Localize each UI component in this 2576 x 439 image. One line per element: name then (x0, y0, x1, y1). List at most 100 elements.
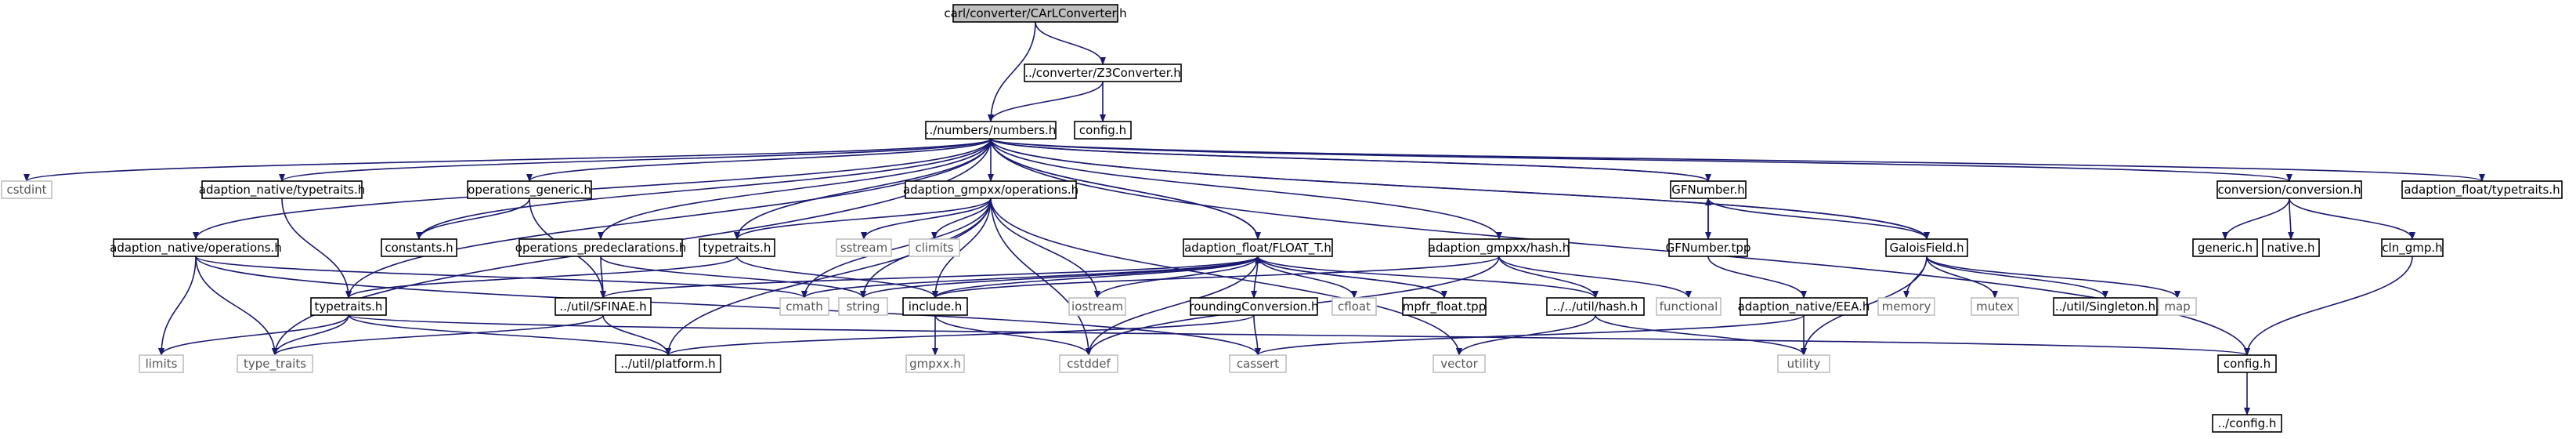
edge-line (23, 138, 992, 182)
node-label: cstddef (1067, 357, 1111, 371)
edge-numbers-to-constants (416, 138, 992, 240)
node-config-top[interactable]: config.h (1074, 121, 1132, 140)
node-box (2217, 354, 2277, 373)
node-gfnumber-tpp[interactable]: GFNumber.tpp (1666, 238, 1751, 257)
node-label: GaloisField.h (1889, 241, 1964, 255)
node-conv-conversion[interactable]: conversion/conversion.h (2217, 180, 2362, 199)
edge-galoisfield-to-numbers (988, 138, 1927, 240)
node-box (905, 354, 965, 373)
edge-line (1707, 198, 1930, 240)
node-label: cfloat (1338, 299, 1371, 314)
node-galoisfield[interactable]: GaloisField.h (1885, 238, 1968, 257)
edge-numbers-to-cstdint (23, 138, 992, 182)
node-limits: limits (139, 354, 184, 373)
edge-line (348, 314, 671, 356)
node-label: roundingConversion.h (1189, 299, 1318, 314)
node-label: config.h (1079, 123, 1126, 137)
node-gfnumber[interactable]: GFNumber.h (1670, 180, 1747, 199)
edge-numbers-to-typetraits_low (345, 138, 992, 299)
node-config-bottom[interactable]: ../config.h (2212, 414, 2282, 433)
node-cln-gmp[interactable]: cln_gmp.h (2381, 238, 2444, 257)
node-include[interactable]: include.h (902, 297, 968, 316)
node-label: adaption_native/operations.h (110, 241, 282, 256)
edge-numbers-to-ops_predecl (598, 138, 992, 240)
edge-line (990, 138, 2485, 182)
edge-float_t-to-string (860, 256, 1259, 299)
node-util-hash[interactable]: ../../util/hash.h (1546, 297, 1645, 316)
node-ag-hash[interactable]: adaption_gmpxx/hash.h (1429, 238, 1570, 257)
node-box (518, 238, 683, 257)
node-box (2262, 238, 2320, 257)
node-an-typetraits[interactable]: adaption_native/typetraits.h (199, 180, 365, 199)
node-native[interactable]: native.h (2262, 238, 2320, 257)
edge-typetraits_low-to-config_low (348, 314, 2250, 356)
node-memory: memory (1877, 297, 1935, 316)
edge-typetraits_mid-to-typetraits_low (345, 256, 738, 299)
node-label: cassert (1237, 357, 1279, 371)
node-an-operations[interactable]: adaption_native/operations.h (110, 238, 282, 257)
node-an-eea[interactable]: adaption_native/EEA.h (1738, 297, 1870, 316)
node-af-typetraits[interactable]: adaption_float/typetraits.h (2401, 180, 2563, 199)
node-generic[interactable]: generic.h (2192, 238, 2258, 257)
edge-line (2244, 256, 2413, 356)
node-utility: utility (1777, 354, 1830, 373)
node-config-low[interactable]: config.h (2217, 354, 2277, 373)
edge-an_typetraits-to-typetraits_low (281, 198, 352, 299)
node-z3conv[interactable]: ../converter/Z3Converter.h (1024, 63, 1182, 82)
node-label: constants.h (385, 241, 453, 255)
edge-conv_conversion-to-cln_gmp (2289, 198, 2415, 240)
node-typetraits-low[interactable]: typetraits.h (310, 297, 387, 316)
node-label: memory (1882, 299, 1931, 314)
node-box (1059, 354, 1118, 373)
node-label: GFNumber.h (1671, 183, 1744, 197)
edge-galoisfield-to-singleton (1926, 256, 2108, 299)
edge-conv_conversion-to-native (2287, 198, 2294, 240)
node-float-t[interactable]: adaption_float/FLOAT_T.h (1183, 238, 1333, 257)
edge-line (988, 21, 1036, 122)
node-box (1429, 238, 1570, 257)
node-box (2217, 180, 2362, 199)
edge-line (1498, 256, 1599, 299)
node-label: adaption_native/EEA.h (1738, 299, 1870, 314)
node-platform[interactable]: ../util/platform.h (615, 354, 721, 373)
node-map: map (2158, 297, 2197, 316)
node-sfinae[interactable]: ../util/SFINAE.h (555, 297, 652, 316)
node-rounding[interactable]: roundingConversion.h (1189, 297, 1319, 316)
node-ops-generic[interactable]: operations_generic.h (467, 180, 592, 199)
node-functional: functional (1656, 297, 1722, 316)
node-ops-predecl[interactable]: operations_predeclarations.h (515, 238, 686, 257)
edge-z3conv-to-numbers (988, 81, 1104, 122)
node-constants[interactable]: constants.h (381, 238, 457, 257)
edge-line (2289, 198, 2415, 240)
node-typetraits-mid[interactable]: typetraits.h (699, 238, 775, 257)
node-box (1877, 297, 1935, 316)
node-vector: vector (1433, 354, 1486, 373)
node-box (1670, 180, 1747, 199)
node-cfloat: cfloat (1331, 297, 1377, 316)
node-label: generic.h (2198, 241, 2253, 255)
node-label: ../util/platform.h (620, 357, 715, 371)
node-label: native.h (2267, 241, 2314, 255)
node-singleton[interactable]: ../util/Singleton.h (2053, 297, 2158, 316)
edge-line (988, 138, 1259, 240)
edge-line (193, 138, 992, 240)
node-label: cstdint (6, 183, 46, 197)
node-ag-operations[interactable]: adaption_gmpxx/operations.h (903, 180, 1078, 199)
node-box (1402, 297, 1487, 316)
node-mpfr-float[interactable]: mpfr_float.tpp (1402, 297, 1487, 316)
node-label: type_traits (244, 357, 306, 372)
edge-line (1926, 256, 2180, 299)
node-box (139, 354, 184, 373)
edge-line (526, 138, 992, 182)
node-box (1740, 297, 1868, 316)
edge-float_t-to-sfinae (600, 256, 1259, 299)
edge-line (598, 138, 992, 240)
edge-line (1094, 256, 1259, 299)
node-numbers[interactable]: ../numbers/numbers.h (925, 121, 1057, 140)
edge-line (932, 256, 1500, 299)
node-root[interactable]: carl/converter/CArLConverter.h (944, 4, 1127, 23)
edge-line (931, 198, 992, 240)
edge-root-to-z3conv (1035, 21, 1106, 65)
edge-line (195, 256, 1261, 356)
edge-line (860, 256, 1259, 299)
